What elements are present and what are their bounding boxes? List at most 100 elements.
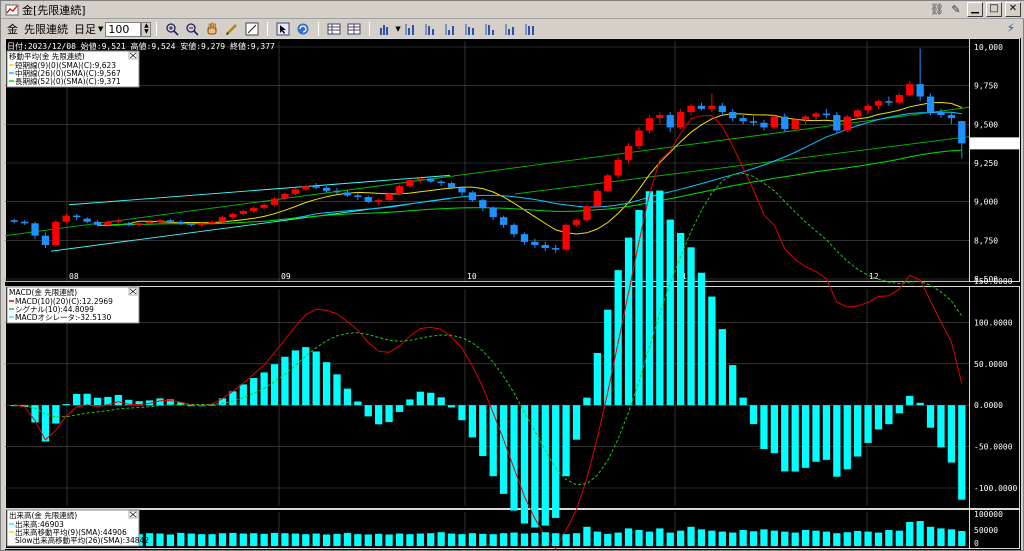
volume-bar (624, 528, 633, 546)
trendline-upper (68, 174, 451, 206)
refresh-icon[interactable] (294, 21, 312, 37)
bar-count-spinner[interactable]: ▲ ▼ (141, 21, 152, 37)
macd-oscillator-bar (801, 405, 810, 468)
candle-body (291, 189, 300, 194)
indicator-icon[interactable] (402, 21, 420, 37)
macd-oscillator-bar (833, 405, 841, 477)
candle-body (354, 195, 362, 198)
indicator-icon[interactable] (522, 21, 540, 37)
macd-oscillator-bar (156, 398, 164, 406)
candle-body (624, 145, 633, 160)
toolbar-separator (156, 22, 158, 36)
pin-icon[interactable]: ✎ (951, 3, 961, 16)
candle-body (208, 221, 216, 224)
current-price-box (970, 137, 1020, 150)
volume-bar (552, 533, 560, 546)
candle-body (552, 248, 560, 250)
macd-oscillator-bar (958, 405, 966, 500)
macd-oscillator-bar (947, 405, 956, 463)
magic-wand-icon[interactable]: ⚡ (1006, 21, 1015, 35)
volume-bar (781, 531, 789, 546)
volume-bar (406, 534, 414, 546)
contract-combo[interactable]: 先限連続 (24, 22, 68, 37)
chevron-down-icon[interactable]: ▼ (395, 25, 401, 33)
macd-oscillator-bar (447, 405, 456, 408)
volume-legend-item: 出来高移動平均(9)(SMA):44906 (15, 527, 127, 537)
volume-bar (854, 530, 862, 546)
bar-chart-icon[interactable] (376, 21, 394, 37)
candle-body (593, 190, 601, 207)
candle-body (729, 111, 737, 119)
pencil-icon[interactable] (223, 21, 241, 37)
macd-oscillator-bar (531, 405, 539, 528)
volume-bar (874, 532, 883, 546)
candle-body (791, 119, 799, 129)
legend-close-icon (129, 52, 137, 59)
volume-bar (583, 526, 591, 546)
macd-oscillator-bar (708, 296, 716, 406)
candle-body (125, 223, 133, 225)
macd-oscillator-bar (812, 405, 820, 462)
macd-oscillator-bar (645, 191, 654, 406)
instrument-label: 金 (7, 23, 18, 36)
macd-oscillator-bar (364, 405, 372, 417)
indicator-icon[interactable] (422, 21, 440, 37)
indicator-icon[interactable] (482, 21, 500, 37)
ma-legend-item: 中期線(26)(0)(SMA)(C):9,567 (15, 68, 121, 78)
volume-bar (843, 532, 851, 546)
indicator-icon[interactable] (462, 21, 480, 37)
indicator-icon[interactable] (442, 21, 460, 37)
candle-body (312, 186, 320, 188)
volume-bar (187, 533, 195, 546)
close-button[interactable]: ✕ (1005, 2, 1021, 17)
candle-body (52, 221, 60, 245)
hand-icon[interactable] (203, 21, 221, 37)
volume-legend-title: 出来高(金 先限連続) (9, 510, 77, 520)
link-icon[interactable]: ⛓ (930, 3, 944, 16)
candle-body (406, 180, 414, 187)
macd-oscillator-bar (333, 374, 341, 406)
volume-bar (270, 532, 279, 546)
toolbar-separator (369, 22, 371, 36)
volume-bar (520, 533, 529, 546)
candle-body (781, 116, 789, 129)
candle-body (281, 193, 289, 199)
maximize-button[interactable]: □ (986, 2, 1002, 17)
macd-oscillator-bar (187, 405, 195, 407)
macd-oscillator-bar (895, 405, 903, 414)
table-icon[interactable] (345, 21, 363, 37)
zoom-out-icon[interactable] (183, 21, 201, 37)
indicator-icon[interactable] (502, 21, 520, 37)
volume-bar (937, 528, 945, 546)
macd-oscillator-bar (406, 399, 414, 406)
candle-body (645, 118, 654, 131)
macd-oscillator-bar (343, 388, 352, 406)
zoom-in-icon[interactable] (163, 21, 181, 37)
crosshair-icon[interactable] (243, 21, 261, 37)
macd-oscillator-bar (41, 405, 50, 442)
macd-oscillator-bar (499, 405, 508, 494)
period-combo[interactable]: 日足 ▼ (74, 22, 103, 37)
cursor-icon[interactable] (274, 21, 292, 37)
candle-body (666, 115, 674, 128)
candle-body (718, 105, 726, 112)
macd-oscillator-bar (322, 362, 331, 406)
title-bar: 金[先限連続] ⛓ ✎ ▁ □ ✕ (1, 1, 1024, 19)
candle-body (926, 96, 935, 112)
grid-icon[interactable] (325, 21, 343, 37)
macd-tick-label: -50.0000 (974, 443, 1013, 452)
minimize-button[interactable]: ▁ (967, 2, 983, 17)
volume-bar (666, 532, 674, 546)
bar-count-input[interactable]: 100 (105, 21, 142, 37)
ma-legend-box (6, 50, 140, 88)
volume-bar (197, 534, 206, 546)
macd-oscillator-bar (218, 398, 227, 406)
chart-area[interactable]: 10,000 9,750 9,500 9,250 9,000 8,750 8,500 08 09… (5, 38, 1021, 550)
macd-oscillator-bar (427, 392, 435, 406)
macd-oscillator-bar (416, 391, 424, 406)
trendline-green-1 (5, 106, 970, 237)
volume-bar (645, 531, 654, 546)
volume-bar (145, 533, 154, 546)
candle-body (895, 94, 903, 103)
